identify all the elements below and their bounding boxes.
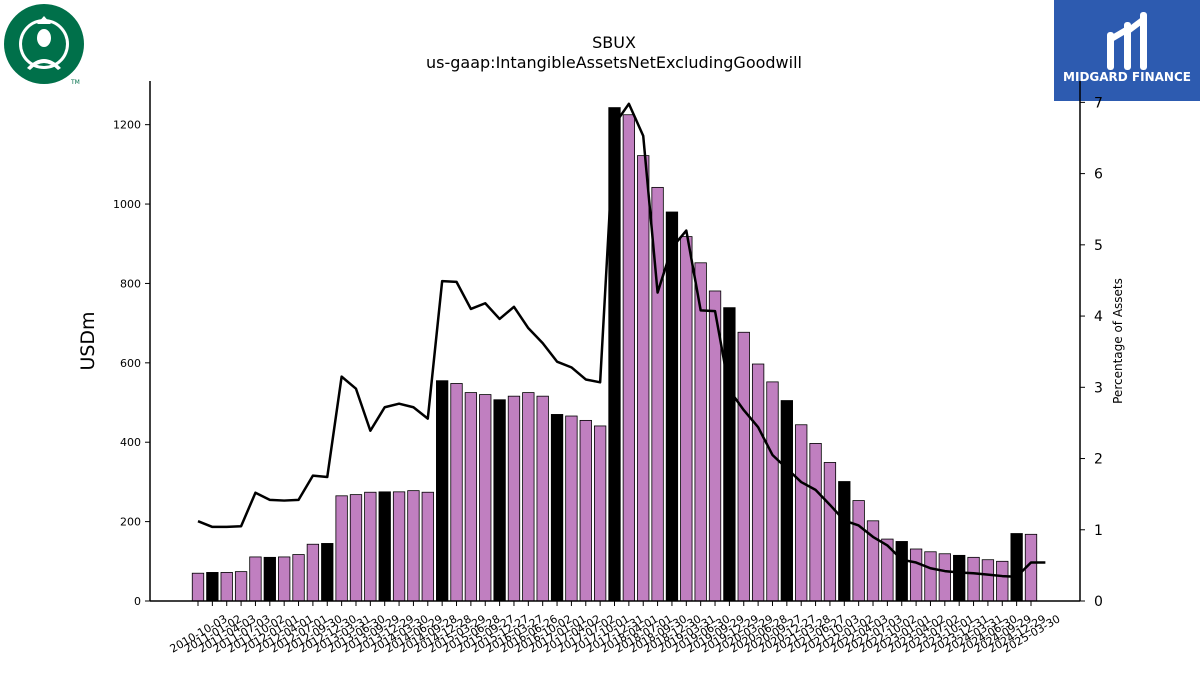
bar-2018-04-01 <box>622 114 636 602</box>
bar-2015-03-29 <box>450 383 463 602</box>
bar-2016-03-27 <box>507 395 521 602</box>
bar-2016-10-02 <box>536 395 549 602</box>
bar-2017-07-02 <box>579 419 592 602</box>
chart-title: SBUX <box>592 33 636 52</box>
bar-2021-06-27 <box>809 443 822 602</box>
bars-layer <box>191 107 1038 602</box>
y2-tick-label: 5 <box>1094 238 1103 254</box>
bar-2023-01-01 <box>895 541 908 602</box>
y-tick-label: 400 <box>120 436 141 449</box>
bar-2023-07-02 <box>924 551 937 602</box>
y-tick-label: 1000 <box>113 198 141 211</box>
axes-layer: 020040060080010001200012345672010-10-032… <box>113 81 1103 656</box>
bar-2014-09-28 <box>421 491 434 602</box>
bar-2015-09-27 <box>479 394 492 602</box>
y2-tick-label: 4 <box>1094 309 1103 325</box>
y-tick-label: 1200 <box>113 119 141 132</box>
bar-2018-07-01 <box>637 155 650 602</box>
chart-subtitle: us-gaap:IntangibleAssetsNetExcludingGood… <box>426 53 802 72</box>
bar-2024-03-31 <box>967 556 980 602</box>
bar-2020-06-28 <box>751 363 765 602</box>
bar-2023-12-31 <box>953 554 966 602</box>
bar-2024-12-29 <box>1010 533 1023 602</box>
bar-2023-10-01 <box>938 553 951 602</box>
y2-tick-label: 0 <box>1094 594 1103 610</box>
bar-2020-09-27 <box>766 381 779 602</box>
bar-2019-12-29 <box>723 307 736 602</box>
bar-2017-04-02 <box>565 415 578 602</box>
y-tick-label: 800 <box>120 277 141 290</box>
bar-2015-06-28 <box>464 392 478 602</box>
bar-2010-10-03 <box>191 572 205 602</box>
brand-name: MIDGARD FINANCE <box>1063 70 1191 84</box>
bar-2017-10-01 <box>593 425 607 602</box>
starbucks-logo-icon: TM <box>4 4 84 86</box>
y2-tick-label: 6 <box>1094 167 1103 183</box>
bar-2014-12-28 <box>436 380 449 602</box>
bar-2012-07-01 <box>292 554 305 602</box>
bar-2019-06-30 <box>694 262 707 602</box>
y-tick-label: 200 <box>120 516 141 529</box>
bar-2021-10-03 <box>823 462 837 602</box>
y2-tick-label: 1 <box>1094 523 1103 539</box>
y-tick-label: 0 <box>134 595 141 608</box>
bar-2024-06-30 <box>981 559 995 602</box>
bar-2022-04-03 <box>852 500 865 602</box>
midgard-finance-logo: MIDGARD FINANCE <box>1054 0 1200 101</box>
y2-axis-label: Percentage of Assets <box>1111 278 1125 404</box>
bar-2012-12-30 <box>321 543 334 602</box>
bar-2014-03-30 <box>392 491 406 602</box>
bar-2020-12-27 <box>780 400 793 602</box>
y2-tick-label: 3 <box>1094 380 1103 396</box>
y2-tick-label: 2 <box>1094 452 1103 468</box>
bar-2013-09-29 <box>364 491 377 602</box>
y2-tick-label: 7 <box>1094 95 1103 111</box>
bar-2016-06-26 <box>522 392 535 602</box>
bar-2020-03-29 <box>737 331 750 602</box>
bar-2011-10-02 <box>249 556 262 602</box>
bar-2013-03-31 <box>335 495 348 602</box>
bar-2011-07-03 <box>234 571 248 602</box>
bar-2018-12-30 <box>665 211 679 602</box>
bar-2013-06-30 <box>349 494 363 602</box>
y-axis-label: USDm <box>77 311 99 370</box>
bar-2022-01-02 <box>838 481 851 602</box>
line-layer <box>197 102 1046 579</box>
pct-of-assets-line <box>197 102 1046 579</box>
bar-2012-09-30 <box>306 543 320 602</box>
bar-2017-01-01 <box>550 414 564 602</box>
bar-2021-03-28 <box>795 424 808 602</box>
bar-2011-01-02 <box>206 572 219 602</box>
bar-2012-01-01 <box>263 556 276 602</box>
logo-tm-mark: TM <box>70 79 80 86</box>
bar-2011-04-03 <box>220 572 233 602</box>
bar-2015-12-27 <box>493 399 506 602</box>
bar-2023-04-02 <box>909 548 923 602</box>
bar-2013-12-29 <box>378 491 391 602</box>
bar-2012-04-01 <box>278 556 291 602</box>
bar-2014-06-29 <box>407 490 420 602</box>
bar-2019-03-31 <box>680 236 693 602</box>
bar-2024-09-29 <box>996 560 1009 602</box>
midgard-m-icon <box>1107 12 1147 70</box>
y-tick-label: 600 <box>120 357 141 370</box>
